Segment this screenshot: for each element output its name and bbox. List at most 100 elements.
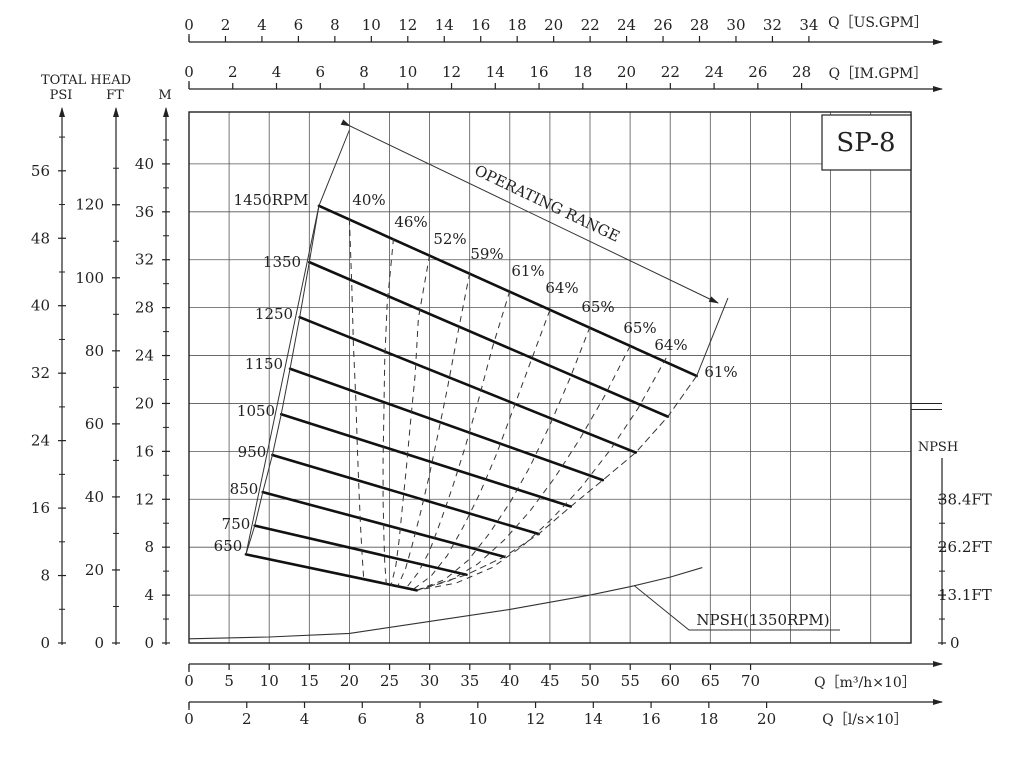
m-tick-label: 28 [135, 299, 154, 317]
operating-range-right-edge [696, 297, 729, 377]
us-gpm-tick-label: 34 [799, 16, 818, 34]
im-gpm-tick-label: 22 [661, 63, 680, 81]
efficiency-label-65: 65% [581, 298, 614, 316]
ft-tick-label: 0 [94, 634, 104, 652]
operating-range-label: OPERATING RANGE [472, 161, 623, 246]
ft-tick-label: 80 [85, 342, 104, 360]
us-gpm-axis-label: Q［US.GPM］ [828, 15, 928, 31]
us-gpm-tick-label: 0 [184, 16, 194, 34]
speed-label-1050: 1050 [237, 402, 275, 420]
m3h-tick-label: 35 [460, 672, 479, 690]
efficiency-curve [405, 290, 511, 589]
us-gpm-tick-label: 8 [330, 16, 340, 34]
us-gpm-tick-label: 28 [690, 16, 709, 34]
im-gpm-axis-label: Q［IM.GPM］ [829, 66, 928, 82]
m-tick-label: 16 [135, 442, 154, 460]
npsh-curve [188, 567, 703, 640]
npsh-tick-label: 26.2FT [938, 538, 992, 556]
speed-label-1450: 1450RPM [234, 191, 309, 209]
m3h-tick-label: 65 [701, 672, 720, 690]
psi-tick-label: 48 [31, 229, 50, 247]
efficiency-label-59: 59% [470, 245, 503, 263]
m3h-tick-label: 55 [621, 672, 640, 690]
im-gpm-tick-label: 16 [530, 63, 549, 81]
m3h-tick-label: 20 [340, 672, 359, 690]
m3h-axis-label: Q［m³/h×10］ [814, 675, 916, 691]
us-gpm-tick-label: 30 [726, 16, 745, 34]
ls-tick-label: 6 [358, 710, 368, 728]
us-gpm-tick-label: 14 [435, 16, 454, 34]
m3h-tick-label: 50 [581, 672, 600, 690]
im-gpm-tick-label: 18 [573, 63, 592, 81]
ls-tick-label: 0 [184, 710, 194, 728]
us-gpm-tick-label: 12 [398, 16, 417, 34]
im-gpm-tick-label: 0 [184, 63, 194, 81]
chart-title: SP-8 [836, 128, 895, 158]
efficiency-curve [382, 238, 395, 585]
npsh-curve-label: NPSH(1350RPM) [696, 611, 829, 629]
m-tick-label: 8 [144, 538, 154, 556]
npsh-tick-label: 0 [950, 634, 960, 652]
ft-tick-label: 120 [75, 196, 104, 214]
efficiency-curve [416, 326, 591, 591]
ls-tick-label: 14 [584, 710, 603, 728]
speed-label-950: 950 [238, 443, 267, 461]
m3h-tick-label: 45 [540, 672, 559, 690]
ls-tick-label: 4 [300, 710, 310, 728]
psi-tick-label: 40 [31, 297, 50, 315]
efficiency-label-65b: 65% [623, 319, 656, 337]
m3h-tick-label: 40 [500, 672, 519, 690]
m-tick-label: 36 [135, 203, 154, 221]
us-gpm-tick-label: 2 [221, 16, 231, 34]
m3h-tick-label: 60 [661, 672, 680, 690]
efficiency-label-46: 46% [394, 213, 427, 231]
operating-range-left-boundary [245, 205, 320, 555]
npsh-tick-label: 38.4FT [938, 490, 992, 508]
us-gpm-tick-label: 32 [763, 16, 782, 34]
efficiency-curve [397, 272, 471, 587]
us-gpm-tick-label: 22 [581, 16, 600, 34]
im-gpm-tick-label: 28 [792, 63, 811, 81]
ls-tick-label: 8 [415, 710, 425, 728]
performance-curve-950 [271, 453, 540, 536]
speed-label-650: 650 [214, 537, 243, 555]
efficiency-label-40: 40% [352, 191, 385, 209]
m-axis-label: M [158, 88, 171, 103]
psi-tick-label: 24 [31, 432, 50, 450]
ls-tick-label: 2 [242, 710, 252, 728]
psi-tick-label: 0 [40, 634, 50, 652]
us-gpm-tick-label: 4 [257, 16, 267, 34]
m3h-tick-label: 0 [184, 672, 194, 690]
total-head-label: TOTAL HEAD [41, 73, 131, 88]
im-gpm-tick-label: 8 [359, 63, 369, 81]
efficiency-curve [390, 254, 431, 586]
efficiency-curve [416, 375, 698, 591]
efficiency-label-61b: 61% [704, 363, 737, 381]
npsh-tick-label: 13.1FT [938, 586, 992, 604]
im-gpm-tick-label: 24 [705, 63, 724, 81]
ls-tick-label: 12 [526, 710, 545, 728]
m3h-tick-label: 25 [380, 672, 399, 690]
ls-axis-label: Q［l/s×10］ [822, 712, 907, 728]
m-tick-label: 4 [144, 586, 154, 604]
speed-label-850: 850 [230, 480, 259, 498]
performance-curve-750 [253, 524, 468, 577]
m3h-tick-label: 15 [300, 672, 319, 690]
ft-tick-label: 20 [85, 561, 104, 579]
title-box: SP-8 [821, 114, 912, 171]
im-gpm-tick-label: 20 [617, 63, 636, 81]
m-tick-label: 32 [135, 251, 154, 269]
us-gpm-tick-label: 24 [617, 16, 636, 34]
m3h-tick-label: 10 [260, 672, 279, 690]
axes: 0816243240485602040608010012004812162024… [31, 16, 992, 728]
ft-tick-label: 40 [85, 488, 104, 506]
speed-label-1350: 1350 [263, 253, 301, 271]
speed-label-1250: 1250 [255, 305, 293, 323]
performance-curve-1050 [279, 412, 573, 508]
efficiency-label-64: 64% [545, 279, 578, 297]
ls-tick-label: 18 [699, 710, 718, 728]
m3h-tick-label: 5 [224, 672, 234, 690]
m-tick-label: 0 [144, 634, 154, 652]
im-gpm-tick-label: 14 [486, 63, 505, 81]
